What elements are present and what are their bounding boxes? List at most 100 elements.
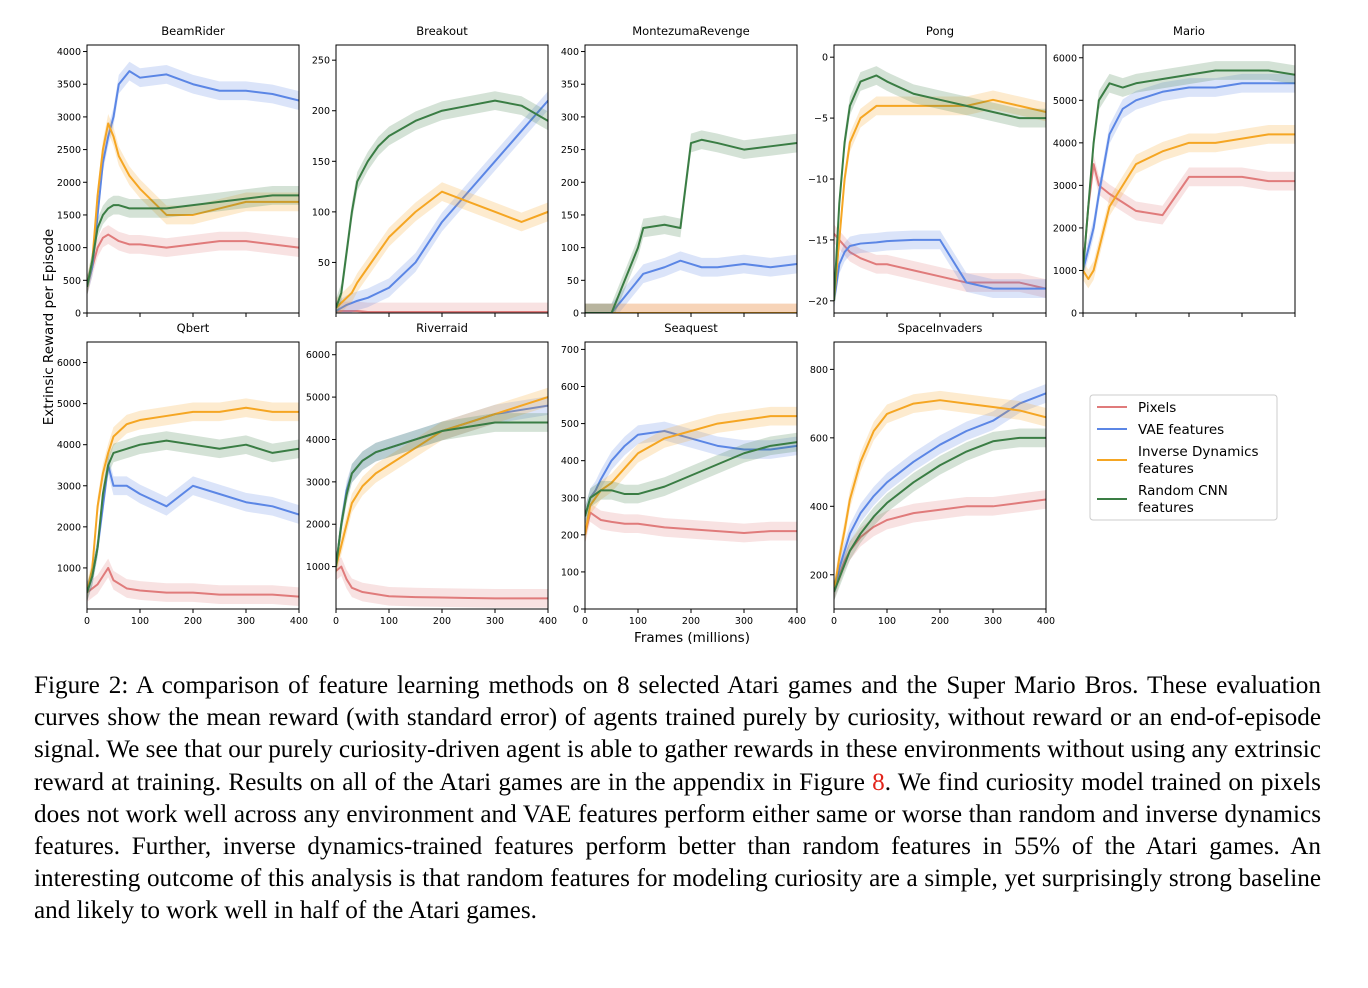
subplot-title: Riverraid (416, 321, 468, 335)
y-tick-label: 200 (810, 570, 828, 581)
error-band-pixels (87, 558, 299, 607)
y-tick-label: 200 (561, 178, 579, 189)
shared-y-axis-label: Extrinsic Reward per Episode (41, 229, 57, 425)
series-line-inverse-dynamics-features (834, 399, 1046, 593)
error-band-pixels (1083, 154, 1295, 280)
legend-label: Inverse Dynamics (1138, 444, 1259, 460)
subplot-title: Mario (1173, 24, 1205, 38)
series-line-inverse-dynamics-features (87, 406, 299, 593)
series-line-random-cnn-features (834, 436, 1046, 593)
y-tick-label: 5000 (1053, 96, 1077, 107)
y-tick-label: 100 (561, 243, 579, 254)
x-tick-label: 300 (486, 616, 504, 627)
subplot-title: MontezumaRevenge (632, 24, 750, 38)
error-band-pixels (336, 301, 548, 313)
x-tick-label: 100 (878, 616, 896, 627)
series-line-random-cnn-features (87, 194, 299, 288)
subplot-title: Qbert (177, 321, 210, 335)
series-line-inverse-dynamics-features (1083, 133, 1295, 280)
error-band-vae-features (585, 251, 797, 313)
legend-entry-pixels: Pixels (1097, 400, 1176, 416)
y-tick-label: 0 (822, 53, 828, 64)
legend-label: VAE features (1138, 422, 1224, 438)
series-line-inverse-dynamics-features (336, 190, 548, 309)
y-tick-label: 2000 (306, 520, 330, 531)
y-tick-label: 0 (75, 309, 81, 320)
y-tick-label: 5000 (306, 393, 330, 404)
y-tick-label: 2000 (1053, 223, 1077, 234)
x-tick-label: 0 (582, 616, 588, 627)
subplot-title: Breakout (416, 24, 468, 38)
y-tick-label: 700 (561, 345, 579, 356)
series-line-vae-features (585, 430, 797, 517)
series-group (1083, 61, 1295, 289)
series-line-random-cnn-features (336, 99, 548, 309)
series-group (585, 130, 797, 313)
series-group (336, 387, 548, 608)
error-band-inverse-dynamics-features (585, 303, 797, 313)
y-tick-label: 6000 (57, 358, 81, 369)
legend-label: Pixels (1138, 400, 1176, 416)
y-tick-label: 300 (561, 493, 579, 504)
y-tick-label: 1000 (57, 243, 81, 254)
series-group (336, 91, 548, 313)
y-tick-label: 150 (312, 157, 330, 168)
error-band-random-cnn-features (834, 66, 1046, 311)
error-band-vae-features (834, 230, 1046, 311)
y-tick-label: 400 (810, 502, 828, 513)
x-tick-label: 200 (682, 616, 700, 627)
series-line-pixels (834, 233, 1046, 290)
error-band-random-cnn-features (336, 91, 548, 313)
error-band-inverse-dynamics-features (585, 406, 797, 545)
error-band-random-cnn-features (585, 432, 797, 526)
error-band-pixels (336, 557, 548, 608)
y-tick-label: 3000 (57, 112, 81, 123)
y-tick-label: 100 (312, 207, 330, 218)
error-band-random-cnn-features (87, 185, 299, 297)
y-tick-label: 3000 (57, 481, 81, 492)
subplot-beamrider: BeamRider 0 500 1000 1500 2000 2500 3000 3500 400… (57, 24, 300, 320)
figure-reference-link[interactable]: 8 (872, 768, 885, 796)
legend-label: features (1138, 461, 1194, 477)
series-line-vae-features (834, 392, 1046, 593)
y-tick-label: 0 (1071, 309, 1077, 320)
error-band-pixels (834, 490, 1046, 602)
y-tick-label: 2000 (57, 522, 81, 533)
y-tick-label: 250 (561, 145, 579, 156)
error-band-inverse-dynamics-features (336, 387, 548, 576)
series-line-random-cnn-features (336, 421, 548, 567)
plot-frame (833, 341, 1047, 610)
error-band-vae-features (87, 455, 299, 602)
y-tick-label: 500 (561, 419, 579, 430)
y-tick-label: 6000 (306, 350, 330, 361)
series-line-pixels (336, 565, 548, 600)
x-tick-label: 100 (380, 616, 398, 627)
series-line-pixels (1083, 163, 1295, 271)
x-tick-label: 400 (290, 616, 308, 627)
y-tick-label: 300 (561, 112, 579, 123)
x-tick-label: 400 (788, 616, 806, 627)
subplot-montezumarevenge: MontezumaRevenge 0 50 100 150 200 250 300 350 400 (561, 24, 798, 320)
series-line-inverse-dynamics-features (585, 415, 797, 536)
x-tick-label: 200 (433, 616, 451, 627)
series-line-vae-features (834, 238, 1046, 301)
y-tick-label: 3500 (57, 80, 81, 91)
x-tick-label: 100 (629, 616, 647, 627)
legend-frame (1089, 394, 1278, 521)
error-band-random-cnn-features (1083, 61, 1295, 280)
series-group (834, 384, 1046, 602)
legend-label: Random CNN (1138, 483, 1228, 499)
series-line-random-cnn-features (87, 439, 299, 593)
series-line-vae-features (87, 70, 299, 288)
y-tick-label: 3000 (306, 477, 330, 488)
x-tick-label: 300 (735, 616, 753, 627)
subplot-grid: BeamRider0500100015002000250030003500400… (57, 24, 1296, 627)
error-band-random-cnn-features (336, 413, 548, 576)
y-tick-label: 1000 (57, 563, 81, 574)
subplot-title: Pong (926, 24, 954, 38)
y-tick-label: 400 (561, 456, 579, 467)
error-band-random-cnn-features (87, 431, 299, 602)
caption-text-part-2: . We find curiosity model trained on pix… (34, 768, 1321, 925)
shared-x-axis-label: Frames (millions) (634, 630, 750, 646)
legend: Pixels VAE features Inverse Dynamicsfeatur… (1089, 394, 1278, 521)
